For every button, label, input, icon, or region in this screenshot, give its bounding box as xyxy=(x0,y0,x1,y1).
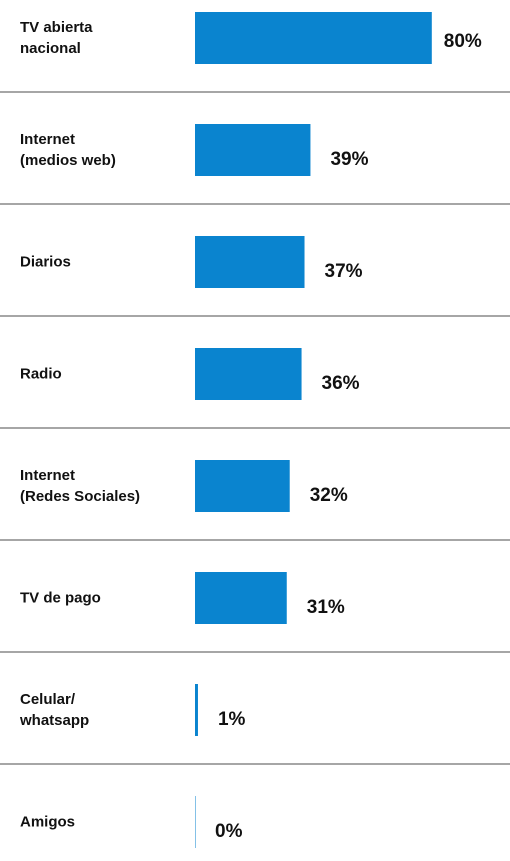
category-label: Celular/ whatsapp xyxy=(20,691,90,729)
category-label: Radio xyxy=(20,365,62,383)
category-label: TV de pago xyxy=(20,589,101,607)
value-label: 80% xyxy=(443,31,482,52)
value-label: 32% xyxy=(309,485,348,506)
value-label: 31% xyxy=(306,597,345,618)
category-label: TV abierta nacional xyxy=(20,19,93,57)
bar xyxy=(195,348,302,400)
category-label: Internet (medios web) xyxy=(20,131,116,169)
value-label: 36% xyxy=(321,373,360,394)
value-label: 39% xyxy=(330,149,369,170)
bar xyxy=(195,684,198,736)
category-label: Internet (Redes Sociales) xyxy=(20,467,141,505)
bar xyxy=(195,236,305,288)
bar xyxy=(195,12,432,64)
value-label: 1% xyxy=(217,709,246,730)
bar xyxy=(195,124,311,176)
category-label: Amigos xyxy=(20,813,76,831)
bar xyxy=(195,460,290,512)
category-label: Diarios xyxy=(20,253,71,271)
bar xyxy=(195,796,196,848)
bar xyxy=(195,572,287,624)
value-label: 37% xyxy=(324,261,363,282)
value-label: 0% xyxy=(215,821,243,842)
